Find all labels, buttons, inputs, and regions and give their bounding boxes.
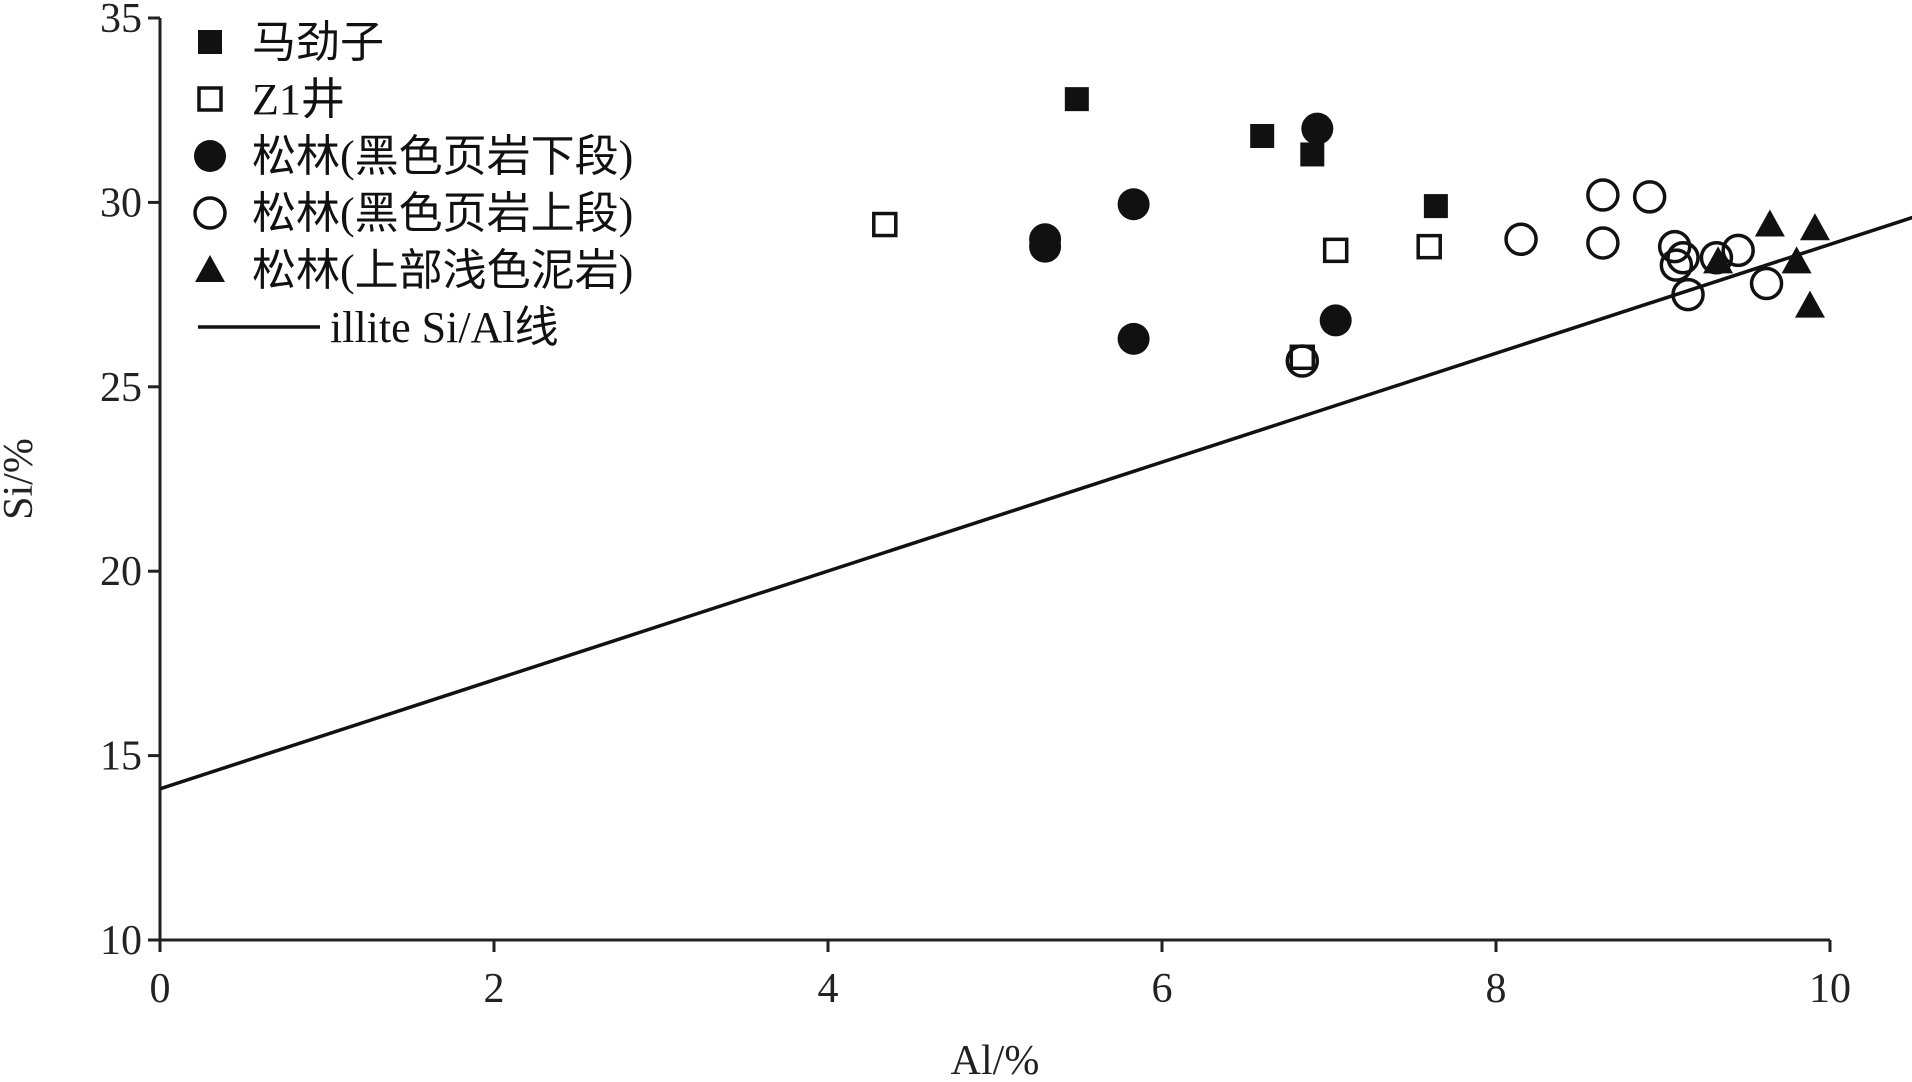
data-point <box>1632 180 1667 214</box>
data-point <box>1416 233 1442 260</box>
legend-item: 松林(黑色页岩下段) <box>194 132 633 181</box>
data-point <box>1064 87 1089 112</box>
y-tick-label: 25 <box>100 365 142 411</box>
data-point <box>1781 246 1812 274</box>
data-point <box>1586 178 1620 212</box>
y-tick-label: 35 <box>100 0 142 42</box>
series-3 <box>1285 178 1784 378</box>
data-point <box>1671 277 1705 312</box>
legend-item: 松林(上部浅色泥岩) <box>195 246 633 295</box>
x-tick-label: 8 <box>1486 966 1507 1012</box>
legend-marker <box>197 86 223 112</box>
x-tick-label: 0 <box>150 966 171 1012</box>
legend-item: Z1井 <box>197 75 345 124</box>
data-point <box>1799 213 1830 241</box>
y-tick-label: 15 <box>100 734 142 780</box>
series-4 <box>1703 209 1830 318</box>
data-points <box>872 87 1830 378</box>
data-point <box>1117 188 1150 221</box>
data-point <box>1117 322 1150 355</box>
illite-reference-line <box>160 215 1912 791</box>
legend-label: Z1井 <box>252 75 345 124</box>
data-point <box>1721 233 1755 268</box>
data-point <box>1300 142 1325 167</box>
x-tick-label: 6 <box>1152 966 1173 1012</box>
y-axis-title: Si/% <box>0 438 42 520</box>
x-tick-label: 2 <box>484 966 505 1012</box>
data-point <box>1423 194 1448 219</box>
axes: 0 2 4 6 8 10 10 15 20 25 30 35 <box>100 0 1851 1012</box>
legend-label: 马劲子 <box>252 18 384 67</box>
legend-item: 马劲子 <box>198 18 384 67</box>
data-point <box>1749 266 1784 301</box>
legend-label: 松林(上部浅色泥岩) <box>252 246 633 295</box>
legend-marker <box>194 140 226 172</box>
data-point <box>1322 237 1349 264</box>
data-point <box>1794 290 1825 318</box>
data-point <box>1285 344 1320 378</box>
data-point <box>1703 246 1734 274</box>
data-point <box>1586 226 1620 260</box>
x-axis-title: Al/% <box>951 1038 1040 1082</box>
y-tick-label: 20 <box>100 549 142 595</box>
series-0 <box>1064 87 1448 219</box>
x-tick-label: 4 <box>818 966 839 1012</box>
series-2 <box>1029 112 1352 355</box>
legend-item: 松林(黑色页岩上段) <box>193 189 633 238</box>
legend-label: 松林(黑色页岩下段) <box>252 132 633 181</box>
data-point <box>1666 240 1700 275</box>
legend-marker <box>198 30 222 54</box>
legend-label: illite Si/Al线 <box>330 303 559 352</box>
data-point <box>1657 229 1692 264</box>
data-point <box>872 211 898 238</box>
data-point <box>1250 124 1275 149</box>
legend-marker <box>193 196 227 230</box>
legend-marker <box>195 255 225 282</box>
y-tick-label: 30 <box>100 180 142 226</box>
data-point <box>1319 304 1352 337</box>
x-tick-label: 10 <box>1809 966 1851 1012</box>
data-point <box>1659 248 1694 282</box>
reference-line-group <box>160 215 1912 791</box>
series-1 <box>872 211 1442 371</box>
data-point <box>1504 222 1538 257</box>
y-tick-label: 10 <box>100 918 142 964</box>
data-point <box>1754 209 1785 237</box>
legend-label: 松林(黑色页岩上段) <box>252 189 633 238</box>
data-point <box>1301 112 1334 145</box>
data-point <box>1029 230 1062 263</box>
legend-item: illite Si/Al线 <box>198 303 559 352</box>
